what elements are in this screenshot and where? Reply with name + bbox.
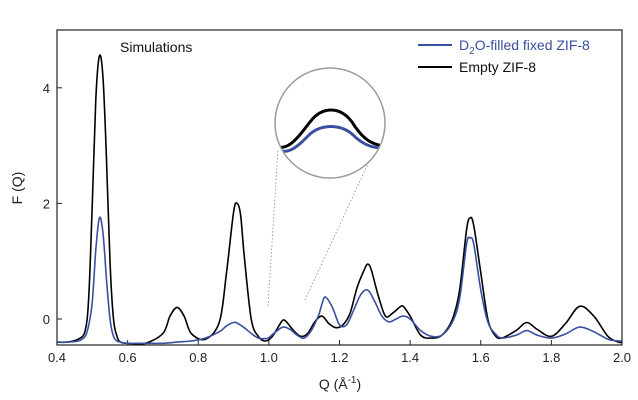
y-tick-label: 4 (43, 81, 50, 96)
x-tick-label: 2.0 (613, 350, 631, 365)
y-tick-label: 2 (43, 196, 50, 211)
x-tick-label: 0.6 (119, 350, 137, 365)
x-tick-label: 1.0 (260, 350, 278, 365)
x-axis-title: Q (Å-1) (319, 375, 361, 392)
x-tick-label: 1.6 (472, 350, 490, 365)
series-line-d2o-filled (57, 216, 622, 345)
zoom-guide-lines (267, 149, 373, 307)
inset-curve-d2o-filled (275, 125, 385, 153)
x-tick-label: 1.2 (330, 350, 348, 365)
inset-curve-empty-zif8 (275, 108, 385, 149)
x-tick-label: 1.4 (401, 350, 419, 365)
x-tick-label: 0.8 (189, 350, 207, 365)
y-axis: 0 2 4 (43, 81, 62, 327)
x-tick-label: 0.4 (48, 350, 66, 365)
zoom-guide-left (267, 149, 279, 307)
simulations-annotation: Simulations (120, 39, 192, 55)
x-tick-label: 1.8 (542, 350, 560, 365)
y-tick-label: 0 (43, 312, 50, 327)
zoom-inset-border (274, 67, 386, 179)
x-axis: 0.4 0.6 0.8 1.0 1.2 1.4 1.6 1.8 2.0 (48, 340, 631, 365)
zoom-inset (274, 67, 386, 179)
zoom-guide-right (304, 154, 373, 301)
zoom-inset-background (275, 68, 385, 178)
series-line-empty-zif8 (57, 54, 622, 345)
legend-label-empty-zif8: Empty ZIF-8 (459, 59, 536, 75)
legend-label-d2o-filled: D2O-filled fixed ZIF-8 (459, 37, 590, 57)
legend: D2O-filled fixed ZIF-8 Empty ZIF-8 (418, 37, 590, 75)
y-axis-title: F (Q) (9, 172, 25, 205)
